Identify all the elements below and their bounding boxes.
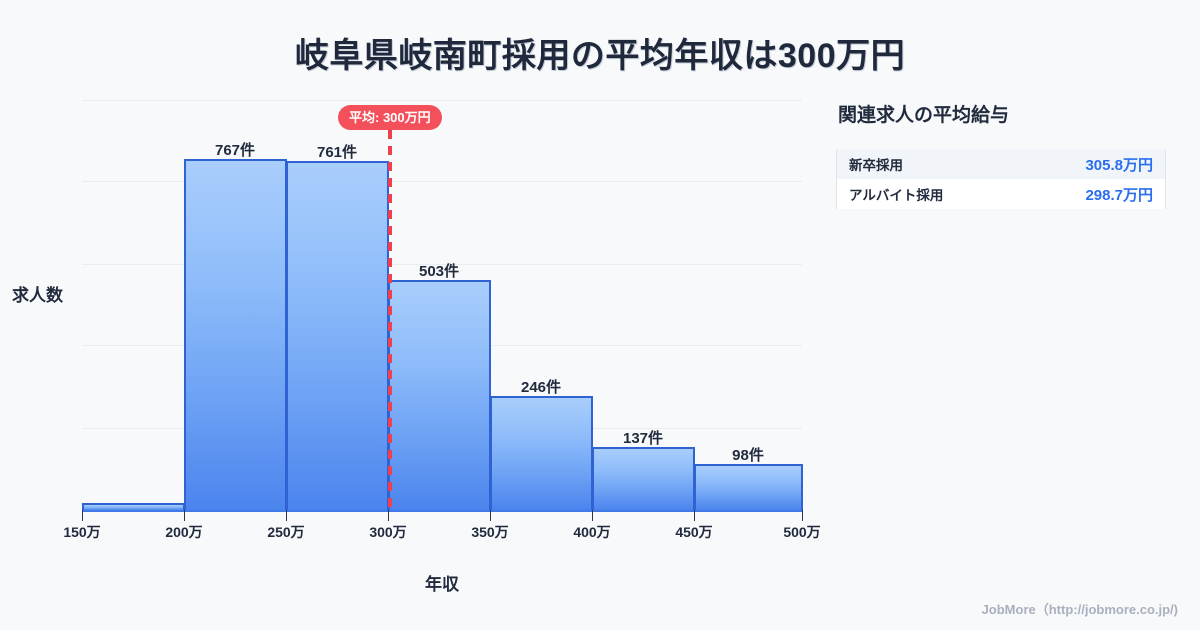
- gridline: [82, 100, 802, 101]
- table-row[interactable]: アルバイト採用 298.7万円: [837, 179, 1165, 209]
- average-marker-badge: 平均: 300万円: [338, 105, 442, 130]
- table-row[interactable]: 新卒採用 305.8万円: [837, 149, 1165, 179]
- x-tick: [184, 510, 185, 521]
- x-tick-label-400: 400万: [573, 524, 611, 540]
- x-tick: [286, 510, 287, 521]
- related-salary-panel: 関連求人の平均給与 新卒採用 305.8万円 アルバイト採用 298.7万円: [836, 100, 1166, 209]
- row-value-shinsotsu: 305.8万円: [1085, 156, 1153, 174]
- x-tick-label-150: 150万: [63, 524, 101, 540]
- bar-450-500[interactable]: [694, 464, 803, 512]
- row-label-arbeit: アルバイト採用: [849, 188, 944, 203]
- bar-label-350-400: 246件: [520, 379, 562, 396]
- x-tick: [592, 510, 593, 521]
- watermark-footer: JobMore（http://jobmore.co.jp/): [981, 602, 1178, 617]
- x-tick-label-500: 500万: [783, 524, 821, 540]
- bar-label-300-350: 503件: [418, 263, 460, 280]
- y-axis-label: 求人数: [12, 286, 63, 305]
- row-value-arbeit: 298.7万円: [1085, 186, 1153, 204]
- histogram-chart: 767件 761件 503件 246件 137件 98件 平均: 300万円 1…: [12, 100, 821, 594]
- x-tick: [694, 510, 695, 521]
- bar-label-200-250: 767件: [214, 142, 256, 159]
- panel-title: 関連求人の平均給与: [838, 105, 1010, 126]
- bar-400-450[interactable]: [592, 447, 695, 512]
- row-label-shinsotsu: 新卒採用: [849, 158, 903, 173]
- x-tick-label-450: 450万: [675, 524, 713, 540]
- bar-label-250-300: 761件: [316, 144, 358, 161]
- page-title: 岐阜県岐南町採用の平均年収は300万円: [294, 37, 906, 75]
- x-tick-label-200: 200万: [165, 524, 203, 540]
- salary-table: 新卒採用 305.8万円 アルバイト採用 298.7万円: [836, 149, 1166, 209]
- x-tick: [388, 510, 389, 521]
- average-marker-line: [388, 130, 392, 512]
- x-tick-label-250: 250万: [267, 524, 305, 540]
- bar-200-250[interactable]: [184, 159, 287, 512]
- bar-label-450-500: 98件: [732, 447, 764, 464]
- gridline: [82, 181, 802, 182]
- bar-300-350[interactable]: [388, 280, 491, 512]
- bar-label-400-450: 137件: [622, 430, 664, 447]
- x-axis-line: [82, 510, 802, 512]
- bar-250-300[interactable]: [286, 161, 389, 512]
- x-tick-label-350: 350万: [471, 524, 509, 540]
- gridline: [82, 264, 802, 265]
- x-tick-label-300: 300万: [369, 524, 407, 540]
- bar-350-400[interactable]: [490, 396, 593, 512]
- x-tick: [802, 510, 803, 521]
- x-tick: [82, 510, 83, 521]
- x-tick: [490, 510, 491, 521]
- x-axis-label: 年収: [425, 575, 459, 594]
